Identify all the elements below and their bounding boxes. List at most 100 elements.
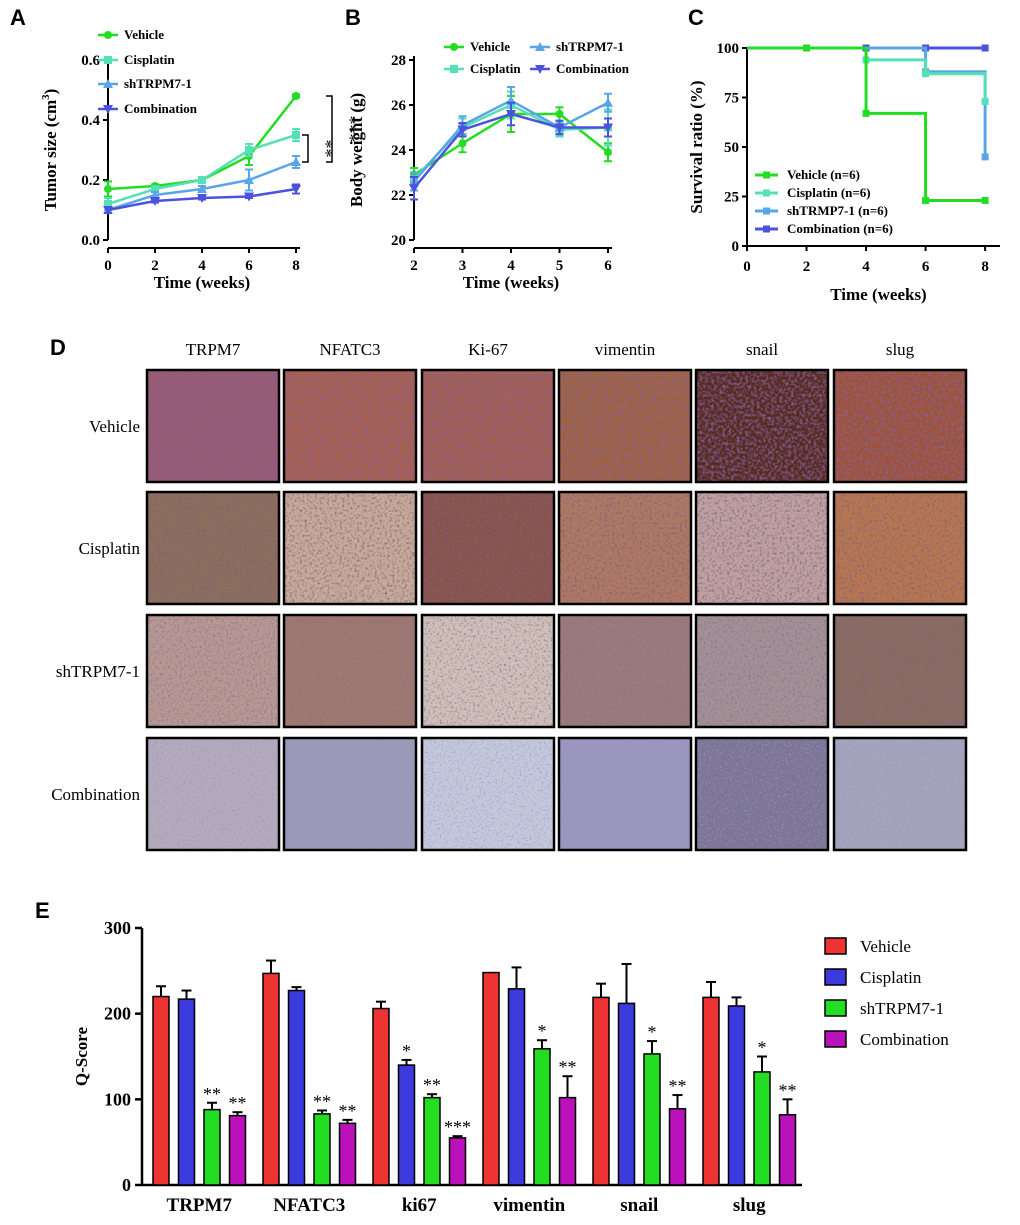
y-tick-label: 26 [391, 98, 407, 114]
x-tick-label: 6 [604, 258, 612, 274]
ihc-image-border [145, 490, 281, 606]
chart-a-tumor-size: 0.0 0.2 0.4 0.6 0 2 4 6 8 Time (weeks) Tumor size … [40, 27, 360, 292]
data-point [506, 110, 516, 119]
legend-label: shTRMP7-1 (n=6) [787, 203, 888, 218]
y-tick-label: 0 [122, 1175, 131, 1195]
bar [533, 1048, 551, 1186]
legend-marker [103, 105, 113, 114]
panel-label-b: B [345, 5, 361, 30]
data-point [244, 192, 254, 202]
ihc-image [422, 738, 554, 850]
y-axis-title: Survival ratio (%) [687, 80, 706, 213]
bar [177, 998, 196, 1186]
y-axis-title: Body weight (g) [347, 93, 366, 207]
y-tick-label: 75 [724, 91, 739, 107]
sig-bracket [326, 95, 333, 163]
legend-label: shTRPM7-1 [556, 39, 624, 54]
ihc-image [147, 492, 279, 604]
censor-mark [981, 44, 989, 52]
panel-d-ihc: TRPM7 NFATC3 Ki-67 vimentin snail slug Vehicle… [51, 340, 968, 852]
ihc-image [834, 492, 966, 604]
ihc-image [696, 615, 828, 727]
sig-label: ** [203, 1084, 221, 1104]
sig-label: ** [229, 1093, 247, 1113]
legend-label: Vehicle [470, 39, 510, 54]
ihc-image-border [694, 368, 830, 484]
ihc-image-border [145, 736, 281, 852]
ihc-image-border [420, 490, 556, 606]
bar [668, 1108, 687, 1186]
censor-mark [981, 153, 989, 161]
legend-swatch [824, 937, 847, 955]
y-tick-label: 0.4 [81, 113, 100, 129]
ihc-image [559, 738, 691, 850]
ihc-group-label: Cisplatin [79, 539, 141, 558]
data-point [554, 123, 565, 133]
panel-label-d: D [50, 335, 66, 360]
legend-label: Combination (n=6) [787, 221, 893, 236]
x-tick-label: 4 [507, 258, 515, 274]
x-tick-label: 6 [245, 258, 253, 274]
bar [228, 1114, 247, 1186]
x-tick-label: 8 [292, 258, 300, 274]
category-label: vimentin [493, 1195, 565, 1216]
data-point [198, 176, 206, 184]
sig-label: * [648, 1022, 657, 1042]
bar [617, 1002, 636, 1186]
x-tick-label: 0 [104, 258, 112, 274]
sig-label: ** [559, 1057, 577, 1077]
bar [338, 1122, 357, 1186]
y-axis-title-sup: 3 [40, 94, 52, 100]
bar [702, 996, 720, 1186]
data-point [292, 92, 300, 100]
data-point [457, 125, 468, 135]
category-label: ki67 [402, 1195, 437, 1216]
x-tick-label: 4 [862, 259, 870, 275]
y-tick-label: 0.2 [81, 173, 100, 189]
ihc-marker-label: vimentin [595, 340, 656, 359]
sig-label: ** [313, 1091, 331, 1111]
sig-label: *** [444, 1117, 471, 1137]
x-tick-label: 3 [459, 258, 467, 274]
bar [287, 989, 306, 1186]
data-point [103, 206, 113, 215]
legend-label: Cisplatin (n=6) [787, 185, 871, 200]
ihc-image-border [557, 736, 693, 852]
bar [727, 1005, 746, 1186]
ihc-image [834, 738, 966, 850]
sig-label: ** [316, 140, 336, 158]
ihc-image-border [145, 613, 281, 729]
ihc-marker-label: slug [886, 340, 915, 359]
x-tick-label: 2 [151, 258, 159, 274]
data-point [604, 148, 612, 157]
data-point [458, 139, 467, 148]
y-axis-title: Tumor size (cm3) [40, 89, 60, 212]
ihc-image [422, 370, 554, 482]
ihc-image-border [832, 736, 968, 852]
bar [152, 995, 170, 1186]
survival-line-0 [747, 46, 986, 202]
ihc-image-border [282, 368, 418, 484]
ihc-image-border [832, 490, 968, 606]
chart-c-survival: 0 25 50 75 100 0 2 4 6 8 Time (weeks) Survival rati… [687, 41, 1000, 304]
bar [203, 1108, 221, 1186]
legend-marker [763, 189, 770, 197]
ihc-image-border [832, 368, 968, 484]
ihc-group-label: Combination [51, 785, 140, 804]
data-point [291, 185, 301, 194]
censor-mark [922, 196, 930, 204]
ihc-image [147, 738, 279, 850]
bar [753, 1071, 771, 1186]
data-point [292, 131, 300, 139]
category-label: TRPM7 [167, 1195, 233, 1216]
legend-marker [763, 207, 770, 215]
ihc-image-border [694, 490, 830, 606]
data-point [555, 110, 564, 118]
data-point [150, 197, 160, 206]
y-tick-label: 0.0 [81, 233, 100, 249]
legend-marker [104, 56, 112, 64]
legend-swatch [824, 999, 847, 1017]
ihc-image [559, 615, 691, 727]
x-tick-label: 6 [922, 259, 930, 275]
ihc-image-border [832, 613, 968, 729]
